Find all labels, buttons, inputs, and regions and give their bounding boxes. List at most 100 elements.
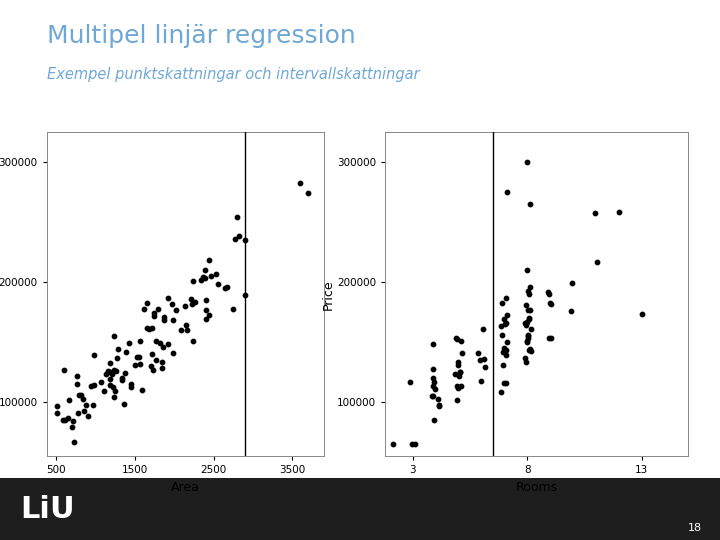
Point bbox=[523, 314, 534, 322]
Point bbox=[85, 382, 96, 391]
Point bbox=[427, 392, 438, 401]
Point bbox=[544, 333, 555, 342]
Point bbox=[451, 382, 463, 390]
Point bbox=[130, 361, 141, 370]
Point bbox=[109, 366, 120, 375]
Point bbox=[522, 287, 534, 295]
Point bbox=[166, 300, 178, 308]
Point bbox=[73, 391, 84, 400]
Point bbox=[81, 401, 92, 409]
Point bbox=[501, 188, 513, 197]
Point bbox=[102, 367, 114, 375]
Point bbox=[170, 306, 181, 315]
Point bbox=[133, 353, 145, 361]
Point bbox=[72, 380, 84, 388]
Point bbox=[240, 235, 251, 244]
Point bbox=[497, 361, 508, 370]
Point bbox=[58, 416, 69, 424]
Text: Multipel linjär regression: Multipel linjär regression bbox=[47, 24, 356, 48]
Point bbox=[545, 300, 557, 308]
Point bbox=[521, 338, 533, 347]
Point bbox=[148, 312, 159, 320]
Point bbox=[104, 381, 115, 390]
Point bbox=[496, 330, 508, 339]
Point bbox=[455, 337, 467, 346]
Point bbox=[175, 326, 186, 334]
Point bbox=[82, 411, 94, 420]
Point bbox=[479, 354, 490, 363]
Point bbox=[78, 407, 89, 416]
Point bbox=[108, 332, 120, 340]
Point bbox=[88, 400, 99, 409]
Point bbox=[542, 287, 554, 296]
Point bbox=[68, 437, 79, 446]
Point bbox=[98, 387, 109, 396]
Point bbox=[179, 301, 191, 310]
Point bbox=[452, 357, 464, 366]
Point bbox=[589, 208, 600, 217]
Point bbox=[143, 325, 154, 334]
Point bbox=[500, 345, 512, 354]
Point bbox=[521, 301, 532, 309]
Point bbox=[544, 299, 555, 307]
Point bbox=[231, 212, 243, 221]
Point bbox=[126, 380, 138, 389]
Point bbox=[227, 305, 238, 314]
Point bbox=[154, 339, 166, 347]
Point bbox=[410, 440, 421, 449]
Point bbox=[197, 272, 208, 281]
Point bbox=[67, 417, 78, 426]
Point bbox=[210, 270, 222, 279]
Point bbox=[52, 409, 63, 417]
Text: U: U bbox=[49, 495, 73, 524]
Text: Li: Li bbox=[20, 495, 50, 524]
Point bbox=[472, 348, 484, 357]
Point bbox=[229, 234, 240, 243]
Point bbox=[433, 401, 444, 410]
Point bbox=[433, 394, 444, 403]
Point bbox=[479, 362, 490, 371]
Point bbox=[500, 351, 511, 360]
Point bbox=[200, 315, 212, 323]
Point bbox=[428, 374, 439, 382]
Point bbox=[108, 393, 120, 401]
Point bbox=[200, 306, 212, 314]
Point bbox=[148, 308, 160, 317]
Point bbox=[427, 392, 438, 401]
Point bbox=[109, 387, 121, 395]
Point bbox=[146, 350, 158, 359]
Point bbox=[302, 188, 314, 197]
Point bbox=[613, 208, 624, 217]
Point bbox=[495, 388, 507, 397]
Point bbox=[141, 299, 153, 307]
Point bbox=[116, 374, 127, 382]
Point bbox=[294, 179, 306, 187]
Point bbox=[520, 321, 531, 329]
Point bbox=[524, 306, 536, 315]
Point bbox=[428, 378, 440, 387]
Point bbox=[63, 396, 74, 405]
Point bbox=[476, 376, 487, 385]
Point bbox=[73, 409, 84, 418]
Point bbox=[522, 330, 534, 339]
Point bbox=[500, 320, 511, 328]
Point bbox=[101, 370, 112, 379]
Point bbox=[136, 386, 148, 394]
Point bbox=[545, 334, 557, 342]
Point bbox=[150, 337, 161, 346]
Point bbox=[204, 310, 215, 319]
Point bbox=[141, 324, 153, 333]
Point bbox=[89, 381, 100, 389]
Point bbox=[521, 318, 533, 327]
Point bbox=[219, 284, 230, 293]
Point bbox=[520, 319, 531, 327]
Point bbox=[116, 376, 127, 384]
Point bbox=[567, 279, 578, 287]
Point bbox=[71, 372, 83, 381]
Point bbox=[125, 382, 137, 391]
Point bbox=[158, 313, 170, 322]
Point bbox=[521, 266, 533, 274]
Point bbox=[406, 440, 418, 448]
Point bbox=[138, 305, 150, 313]
Point bbox=[146, 324, 158, 333]
